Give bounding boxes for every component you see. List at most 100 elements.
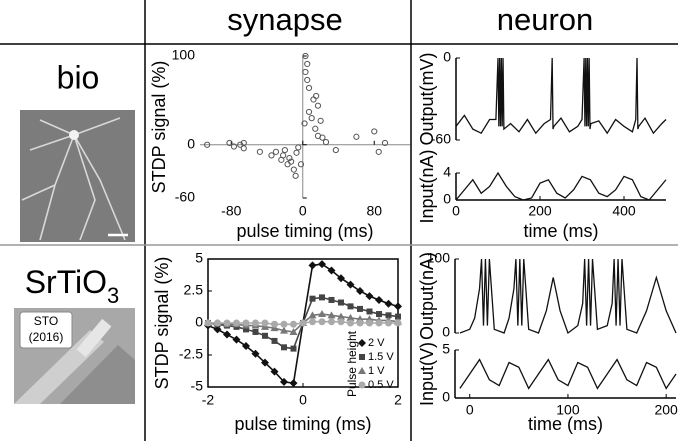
x-axis-label: pulse timing (ms): [236, 221, 373, 241]
marker: [280, 320, 288, 328]
marker: [366, 308, 373, 315]
scatter-point: [280, 152, 287, 159]
legend-label: 2 V: [368, 337, 385, 349]
x-tick-label: 0: [452, 203, 460, 219]
x-tick-label: 400: [612, 203, 636, 219]
marker: [280, 377, 288, 386]
scatter-point: [302, 68, 309, 76]
marker: [385, 319, 392, 327]
y-tick-label: 2.5: [184, 282, 204, 298]
marker: [289, 379, 298, 388]
marker: [243, 326, 249, 333]
marker: [328, 296, 335, 303]
marker: [309, 295, 316, 302]
y-tick-label: 5: [195, 250, 203, 266]
y-tick-label: 0: [442, 389, 450, 405]
column-header: synapse: [227, 2, 342, 37]
marker: [384, 299, 393, 308]
micrograph: [20, 110, 135, 242]
scatter-point: [290, 166, 297, 173]
scatter-point: [381, 139, 389, 147]
marker: [261, 319, 269, 327]
scatter-point: [317, 117, 324, 124]
scatter-point: [256, 148, 263, 155]
y-tick-label: 4: [443, 164, 451, 180]
y-axis-label: Input(nA): [417, 149, 437, 223]
y-tick-label: -5: [191, 378, 204, 394]
y-tick-label: -2.5: [179, 346, 203, 362]
marker: [357, 305, 363, 312]
x-tick-label: 0: [299, 203, 307, 219]
line: [455, 57, 667, 135]
marker: [356, 319, 364, 327]
marker: [204, 319, 212, 327]
y-tick-label: 0: [195, 314, 203, 330]
marker: [223, 330, 231, 339]
x-axis-label: time (ms): [528, 414, 603, 434]
x-tick-label: -80: [221, 203, 241, 219]
x-axis-label: time (ms): [524, 221, 599, 241]
row-header: bio: [57, 59, 100, 95]
marker: [337, 274, 345, 283]
x-tick-label: 0: [466, 402, 474, 418]
marker: [289, 327, 298, 335]
marker: [252, 328, 259, 335]
column-header: neuron: [497, 2, 594, 37]
scatter-point: [305, 84, 313, 92]
x-tick-label: 200: [654, 402, 678, 418]
x-tick-label: 200: [528, 203, 552, 219]
y-tick-label: 100: [172, 47, 196, 63]
scatter-point: [240, 139, 247, 147]
marker: [251, 349, 260, 358]
row-header-text: SrTiO: [25, 264, 107, 300]
y-axis-label: Output(mV): [417, 52, 437, 145]
marker: [318, 310, 326, 318]
marker: [346, 313, 355, 321]
y-axis-label: STDP signal (%): [152, 257, 172, 390]
legend-label: 0.5 V: [368, 379, 394, 391]
marker: [261, 358, 269, 367]
device-image: STO (2016): [14, 308, 135, 404]
marker: [290, 320, 297, 328]
legend-marker: [358, 339, 366, 347]
y-tick-label: -60: [175, 189, 195, 205]
marker: [290, 345, 297, 352]
marker: [346, 280, 355, 289]
marker: [327, 266, 336, 275]
marker: [347, 303, 354, 310]
marker: [347, 319, 354, 327]
marker: [365, 292, 374, 301]
scatter-point: [353, 133, 360, 140]
legend-label: 1 V: [368, 365, 385, 377]
marker: [223, 319, 231, 327]
line: [455, 171, 667, 201]
scatter-point: [204, 141, 211, 148]
x-tick-label: 80: [366, 203, 382, 219]
x-tick-label: 0: [299, 392, 307, 408]
marker: [318, 260, 326, 269]
y-tick-label: -60: [431, 131, 451, 147]
marker: [271, 320, 278, 328]
marker: [337, 312, 345, 320]
marker: [356, 287, 364, 295]
marker: [242, 319, 250, 327]
marker: [280, 326, 288, 334]
line: [459, 358, 677, 390]
marker: [375, 319, 383, 327]
marker: [299, 319, 307, 327]
y-axis-label: Output(nA): [417, 252, 437, 340]
marker: [366, 319, 373, 327]
y-axis-label: Input(V): [417, 342, 437, 406]
scatter-point: [288, 158, 295, 165]
marker: [394, 319, 402, 327]
scatter-point: [297, 161, 305, 168]
scatter-point: [286, 154, 293, 162]
marker: [318, 318, 326, 326]
marker: [319, 294, 325, 301]
marker: [328, 318, 335, 326]
marker: [375, 295, 383, 304]
marker: [214, 319, 221, 327]
scatter-point: [281, 146, 288, 154]
